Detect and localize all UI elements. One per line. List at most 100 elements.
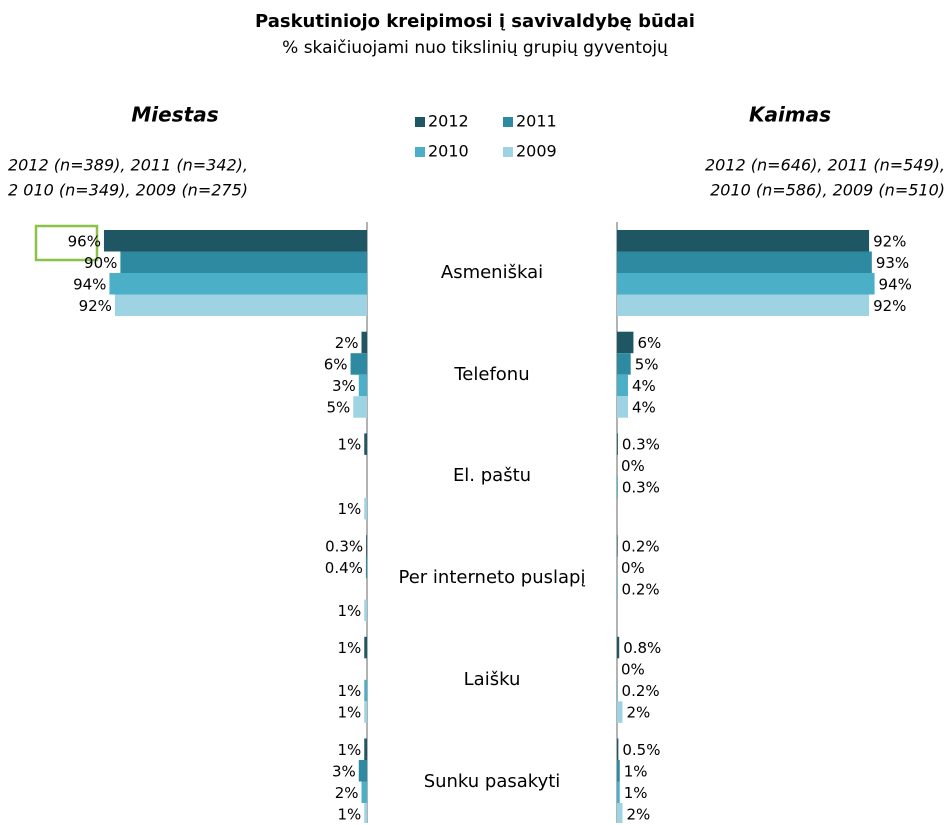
value-label: 5% bbox=[635, 355, 659, 373]
value-label: 1% bbox=[337, 805, 361, 823]
bar bbox=[617, 535, 618, 557]
value-label: 0.3% bbox=[622, 479, 660, 497]
highlight-box bbox=[34, 224, 99, 262]
bar bbox=[109, 273, 367, 295]
value-label: 92% bbox=[79, 297, 112, 315]
value-label: 0.3% bbox=[325, 537, 363, 555]
category-label: Laišku bbox=[463, 668, 521, 690]
bar bbox=[364, 497, 367, 520]
value-label: 1% bbox=[624, 784, 648, 802]
value-label: 92% bbox=[873, 297, 906, 315]
bar bbox=[364, 599, 367, 622]
value-label: 0% bbox=[621, 457, 645, 475]
value-label: 5% bbox=[327, 398, 351, 416]
bar bbox=[617, 636, 620, 659]
bar bbox=[617, 701, 623, 723]
value-label: 2% bbox=[626, 704, 650, 722]
panel-note: 2010 (n=586), 2009 (n=510) bbox=[710, 181, 945, 200]
panel-note: 2012 (n=646), 2011 (n=549), bbox=[705, 156, 945, 175]
bar bbox=[366, 535, 367, 557]
legend-label: 2010 bbox=[428, 142, 469, 161]
bar bbox=[617, 230, 870, 252]
bar bbox=[617, 803, 623, 823]
panel-note: 2012 (n=389), 2011 (n=342), bbox=[8, 156, 248, 175]
legend-swatch bbox=[503, 117, 513, 127]
value-label: 1% bbox=[337, 639, 361, 657]
bar bbox=[358, 374, 367, 397]
panel-note: 2 010 (n=349), 2009 (n=275) bbox=[8, 181, 248, 200]
value-label: 93% bbox=[876, 254, 909, 272]
category-label: Per interneto puslapį bbox=[398, 567, 586, 589]
panel-title: Kaimas bbox=[749, 103, 831, 127]
bar bbox=[617, 679, 618, 702]
bar bbox=[364, 433, 367, 455]
bar bbox=[617, 273, 875, 295]
legend-swatch bbox=[415, 147, 425, 157]
value-label: 1% bbox=[337, 500, 361, 518]
value-label: 3% bbox=[332, 377, 356, 395]
bar bbox=[120, 251, 368, 273]
category-label: Telefonu bbox=[454, 363, 530, 385]
value-label: 96% bbox=[68, 232, 101, 250]
value-label: 4% bbox=[632, 377, 656, 395]
bar bbox=[617, 760, 620, 782]
legend-swatch bbox=[415, 117, 425, 127]
bar bbox=[364, 803, 367, 823]
value-label: 90% bbox=[84, 254, 117, 272]
bar bbox=[617, 738, 619, 760]
bar bbox=[617, 294, 870, 316]
value-label: 0.3% bbox=[622, 436, 660, 454]
category-label: Asmeniškai bbox=[440, 262, 544, 283]
chart-subtitle: % skaičiuojami nuo tikslinių grupių gyve… bbox=[282, 38, 668, 58]
bar bbox=[358, 760, 367, 782]
bar bbox=[353, 396, 367, 418]
bar bbox=[617, 578, 618, 600]
value-label: 4% bbox=[632, 398, 656, 416]
legend-swatch bbox=[503, 147, 513, 157]
value-label: 2% bbox=[626, 805, 650, 823]
value-label: 0.4% bbox=[325, 559, 363, 577]
bar bbox=[617, 251, 872, 273]
panel-title: Miestas bbox=[131, 103, 218, 127]
bar bbox=[617, 374, 628, 397]
bar bbox=[364, 738, 367, 760]
bar bbox=[364, 679, 367, 702]
bar bbox=[617, 396, 628, 418]
value-label: 0% bbox=[621, 559, 645, 577]
bar bbox=[364, 636, 367, 659]
value-label: 2% bbox=[335, 784, 359, 802]
value-label: 1% bbox=[337, 682, 361, 700]
bar bbox=[617, 781, 620, 803]
value-label: 0.8% bbox=[623, 639, 661, 657]
value-label: 6% bbox=[324, 355, 348, 373]
bar bbox=[617, 433, 618, 455]
bar bbox=[361, 331, 367, 354]
value-label: 3% bbox=[332, 762, 356, 780]
bar bbox=[617, 331, 634, 354]
value-label: 2% bbox=[335, 334, 359, 352]
bar bbox=[365, 556, 367, 579]
value-label: 1% bbox=[337, 602, 361, 620]
category-label: Sunku pasakyti bbox=[423, 770, 561, 792]
bar bbox=[364, 701, 367, 723]
category-label: El. paštu bbox=[452, 465, 532, 487]
value-label: 0% bbox=[621, 661, 645, 679]
value-label: 94% bbox=[73, 275, 106, 293]
value-label: 6% bbox=[637, 334, 661, 352]
chart-title: Paskutiniojo kreipimosi į savivaldybę bū… bbox=[255, 11, 695, 32]
value-label: 1% bbox=[337, 704, 361, 722]
bar bbox=[617, 476, 618, 498]
value-label: 0.5% bbox=[622, 741, 660, 759]
bar bbox=[350, 353, 367, 375]
value-label: 1% bbox=[624, 762, 648, 780]
bar bbox=[103, 230, 368, 252]
value-label: 1% bbox=[337, 741, 361, 759]
bar bbox=[617, 353, 631, 375]
value-label: 0.2% bbox=[622, 580, 660, 598]
value-label: 92% bbox=[873, 232, 906, 250]
value-label: 0.2% bbox=[622, 682, 660, 700]
value-label: 1% bbox=[337, 436, 361, 454]
bar bbox=[114, 294, 367, 316]
